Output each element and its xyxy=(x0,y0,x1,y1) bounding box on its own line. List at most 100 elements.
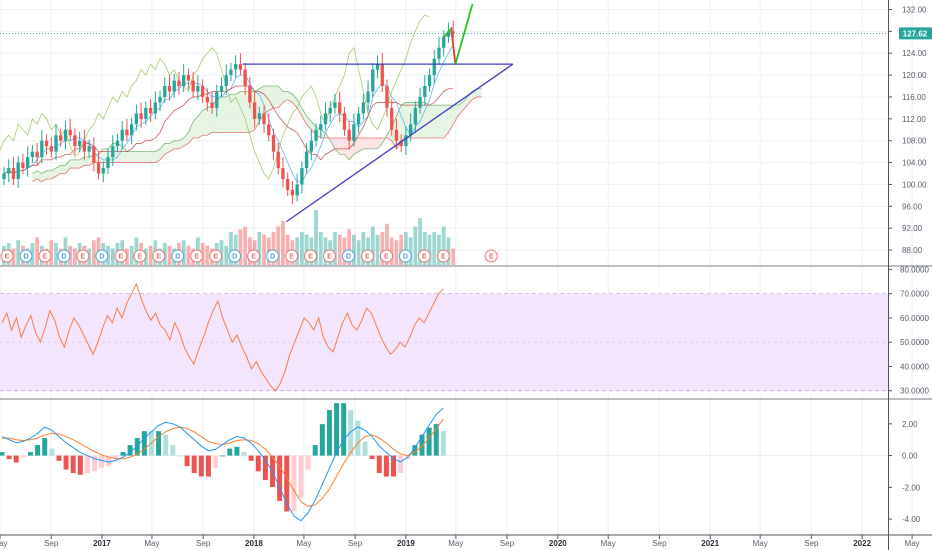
candle-body[interactable] xyxy=(252,102,257,119)
candle-body[interactable] xyxy=(352,124,356,141)
projection-up[interactable] xyxy=(454,3,474,65)
candle-body[interactable] xyxy=(286,178,290,190)
candle-body[interactable] xyxy=(49,146,53,152)
candle-body[interactable] xyxy=(328,107,332,114)
candle-body[interactable] xyxy=(16,162,20,179)
candle-body[interactable] xyxy=(248,86,252,103)
candle-body[interactable] xyxy=(177,80,181,87)
projection-start[interactable] xyxy=(443,28,452,38)
candle-body[interactable] xyxy=(276,151,280,169)
candle-body[interactable] xyxy=(148,107,153,114)
candle-body[interactable] xyxy=(92,146,96,163)
candle-body[interactable] xyxy=(309,140,313,152)
candle-body[interactable] xyxy=(186,75,191,81)
candle-body[interactable] xyxy=(300,168,304,185)
candle-body[interactable] xyxy=(158,96,162,103)
earnings-marker[interactable]: E xyxy=(436,249,450,263)
candle-body[interactable] xyxy=(404,135,408,147)
candle-body[interactable] xyxy=(73,135,77,147)
candle-body[interactable] xyxy=(11,168,16,179)
candle-body[interactable] xyxy=(163,86,167,97)
candle-body[interactable] xyxy=(304,151,309,169)
candle-body[interactable] xyxy=(205,96,209,103)
candle-body[interactable] xyxy=(418,96,422,108)
candle-body[interactable] xyxy=(413,107,418,125)
macd-line[interactable] xyxy=(1,407,444,522)
earnings-marker[interactable]: E xyxy=(379,249,393,263)
candle-body[interactable] xyxy=(7,168,11,174)
candle-body[interactable] xyxy=(101,168,105,174)
earnings-marker[interactable]: E xyxy=(323,249,337,263)
dividend-marker[interactable]: D xyxy=(171,249,185,263)
candle-body[interactable] xyxy=(380,64,384,87)
candle-body[interactable] xyxy=(63,129,68,141)
candle-body[interactable] xyxy=(182,75,186,87)
candle-body[interactable] xyxy=(375,64,380,70)
earnings-marker[interactable]: E xyxy=(304,249,318,263)
candle-body[interactable] xyxy=(262,113,266,125)
candle-body[interactable] xyxy=(451,31,455,34)
dividend-marker[interactable]: D xyxy=(19,249,33,263)
candle-body[interactable] xyxy=(215,91,219,108)
earnings-marker[interactable]: E xyxy=(190,249,204,263)
last-price-tag[interactable] xyxy=(899,27,932,40)
candle-body[interactable] xyxy=(30,151,35,158)
candle-body[interactable] xyxy=(371,69,375,92)
earnings-marker[interactable]: E xyxy=(0,249,14,263)
candle-body[interactable] xyxy=(54,135,58,152)
candle-body[interactable] xyxy=(290,189,295,196)
candle-body[interactable] xyxy=(271,135,276,152)
candle-body[interactable] xyxy=(25,157,30,169)
rsi-panel[interactable] xyxy=(0,282,888,392)
candle-body[interactable] xyxy=(106,157,110,169)
dividend-marker[interactable]: D xyxy=(228,249,242,263)
candle-body[interactable] xyxy=(172,80,176,92)
candle-body[interactable] xyxy=(115,140,120,147)
earnings-marker[interactable]: E xyxy=(133,249,147,263)
candle-body[interactable] xyxy=(366,91,370,103)
candle-body[interactable] xyxy=(139,113,143,119)
earnings-marker[interactable]: E xyxy=(360,249,374,263)
dividend-marker[interactable]: D xyxy=(266,249,280,263)
candle-body[interactable] xyxy=(399,140,403,147)
candle-body[interactable] xyxy=(267,124,271,136)
candle-body[interactable] xyxy=(59,135,63,141)
candle-body[interactable] xyxy=(96,162,101,174)
candle-body[interactable] xyxy=(238,64,243,70)
candle-body[interactable] xyxy=(77,140,82,147)
candle-body[interactable] xyxy=(191,80,195,92)
candle-body[interactable] xyxy=(68,129,72,136)
earnings-marker[interactable]: E xyxy=(285,249,299,263)
candle-body[interactable] xyxy=(130,124,134,136)
candle-body[interactable] xyxy=(125,129,129,136)
earnings-marker[interactable]: E xyxy=(152,249,166,263)
time-axis[interactable]: May Sep 2017 May Sep 2018 May Sep 2019 May Sep 2020… xyxy=(0,534,932,548)
candle-body[interactable] xyxy=(229,69,233,76)
candle-body[interactable] xyxy=(281,168,285,179)
candle-body[interactable] xyxy=(219,86,224,92)
candle-body[interactable] xyxy=(40,140,44,158)
candle-body[interactable] xyxy=(196,86,200,92)
candle-body[interactable] xyxy=(338,102,342,114)
candle-body[interactable] xyxy=(243,69,247,87)
candle-body[interactable] xyxy=(153,102,157,114)
candle-body[interactable] xyxy=(144,107,148,119)
candle-body[interactable] xyxy=(323,113,328,125)
candle-body[interactable] xyxy=(347,129,351,141)
candle-body[interactable] xyxy=(134,113,139,125)
candle-body[interactable] xyxy=(257,113,261,119)
dividend-marker[interactable]: D xyxy=(341,249,355,263)
candle-body[interactable] xyxy=(437,47,441,59)
candle-body[interactable] xyxy=(408,124,413,136)
earnings-marker[interactable]: E xyxy=(38,249,52,263)
candle-body[interactable] xyxy=(356,113,361,125)
candle-body[interactable] xyxy=(342,113,347,130)
candle-body[interactable] xyxy=(361,102,365,114)
candle-body[interactable] xyxy=(423,86,427,97)
candle-body[interactable] xyxy=(234,64,238,70)
candle-body[interactable] xyxy=(2,173,6,179)
earnings-marker-future[interactable]: E xyxy=(484,249,498,263)
dividend-marker[interactable]: D xyxy=(57,249,71,263)
